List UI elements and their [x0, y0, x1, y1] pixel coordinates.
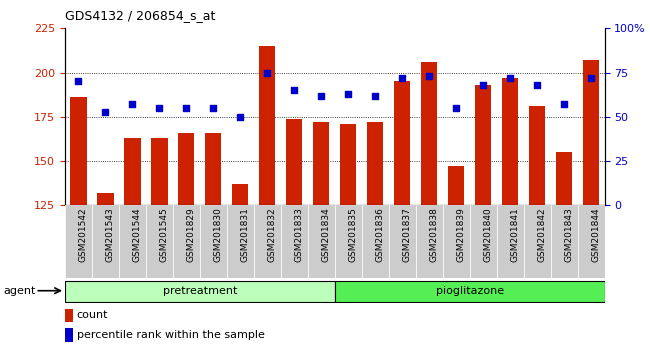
Point: [316, 93, 326, 98]
Point: [208, 105, 218, 111]
Bar: [281, 205, 308, 278]
Point: [181, 105, 192, 111]
Text: GSM201839: GSM201839: [456, 207, 465, 262]
Text: GSM201831: GSM201831: [240, 207, 250, 262]
Bar: [335, 205, 361, 278]
Point: [343, 91, 354, 97]
Bar: [313, 122, 330, 354]
Bar: [173, 205, 200, 278]
Text: GSM201832: GSM201832: [267, 207, 276, 262]
Bar: [340, 124, 356, 354]
Bar: [124, 138, 140, 354]
Bar: [205, 133, 222, 354]
Bar: [475, 85, 491, 354]
Bar: [178, 133, 194, 354]
Point: [397, 75, 408, 81]
Bar: [151, 138, 168, 354]
Bar: [361, 205, 389, 278]
Point: [505, 75, 515, 81]
Bar: [119, 205, 146, 278]
Text: percentile rank within the sample: percentile rank within the sample: [77, 330, 265, 340]
Bar: [470, 205, 497, 278]
Point: [73, 79, 84, 84]
Text: GSM201543: GSM201543: [105, 207, 114, 262]
Point: [262, 70, 272, 75]
Point: [127, 102, 138, 107]
Text: GSM201843: GSM201843: [564, 207, 573, 262]
Bar: [227, 205, 254, 278]
Point: [424, 73, 434, 79]
Bar: [551, 205, 577, 278]
Text: GSM201542: GSM201542: [79, 207, 88, 262]
Point: [289, 87, 300, 93]
Text: GSM201838: GSM201838: [429, 207, 438, 262]
Bar: [335, 281, 604, 302]
Bar: [367, 122, 383, 354]
Bar: [583, 60, 599, 354]
Bar: [98, 193, 114, 354]
Bar: [421, 62, 437, 354]
Bar: [502, 78, 518, 354]
Text: pioglitazone: pioglitazone: [436, 286, 504, 296]
Bar: [286, 119, 302, 354]
Bar: [200, 205, 227, 278]
Point: [154, 105, 164, 111]
Bar: [92, 205, 119, 278]
Bar: [556, 152, 572, 354]
Bar: [259, 46, 276, 354]
Text: agent: agent: [3, 286, 36, 296]
Bar: [529, 106, 545, 354]
Text: GSM201830: GSM201830: [213, 207, 222, 262]
Bar: [389, 205, 416, 278]
Point: [559, 102, 569, 107]
Bar: [65, 205, 92, 278]
Text: GSM201833: GSM201833: [294, 207, 304, 262]
Bar: [254, 205, 281, 278]
Text: GSM201842: GSM201842: [537, 207, 546, 262]
Bar: [416, 205, 443, 278]
Text: GSM201834: GSM201834: [321, 207, 330, 262]
Bar: [70, 97, 86, 354]
Point: [100, 109, 110, 114]
Bar: [524, 205, 551, 278]
Bar: [146, 205, 173, 278]
Text: GSM201836: GSM201836: [375, 207, 384, 262]
Bar: [394, 81, 410, 354]
Bar: [65, 281, 335, 302]
Bar: [232, 184, 248, 354]
Text: GDS4132 / 206854_s_at: GDS4132 / 206854_s_at: [65, 9, 215, 22]
Text: pretreatment: pretreatment: [162, 286, 237, 296]
Text: count: count: [77, 310, 108, 320]
Bar: [443, 205, 470, 278]
Point: [478, 82, 488, 88]
Point: [586, 75, 596, 81]
Text: GSM201841: GSM201841: [510, 207, 519, 262]
Point: [370, 93, 380, 98]
Text: GSM201840: GSM201840: [483, 207, 492, 262]
Point: [532, 82, 542, 88]
Text: GSM201544: GSM201544: [133, 207, 142, 262]
Point: [235, 114, 246, 120]
Bar: [308, 205, 335, 278]
Text: GSM201835: GSM201835: [348, 207, 358, 262]
Text: GSM201844: GSM201844: [591, 207, 600, 262]
Bar: [577, 205, 605, 278]
Bar: [448, 166, 464, 354]
Text: GSM201545: GSM201545: [159, 207, 168, 262]
Text: GSM201829: GSM201829: [187, 207, 196, 262]
Point: [451, 105, 462, 111]
Text: GSM201837: GSM201837: [402, 207, 411, 262]
Bar: [497, 205, 524, 278]
